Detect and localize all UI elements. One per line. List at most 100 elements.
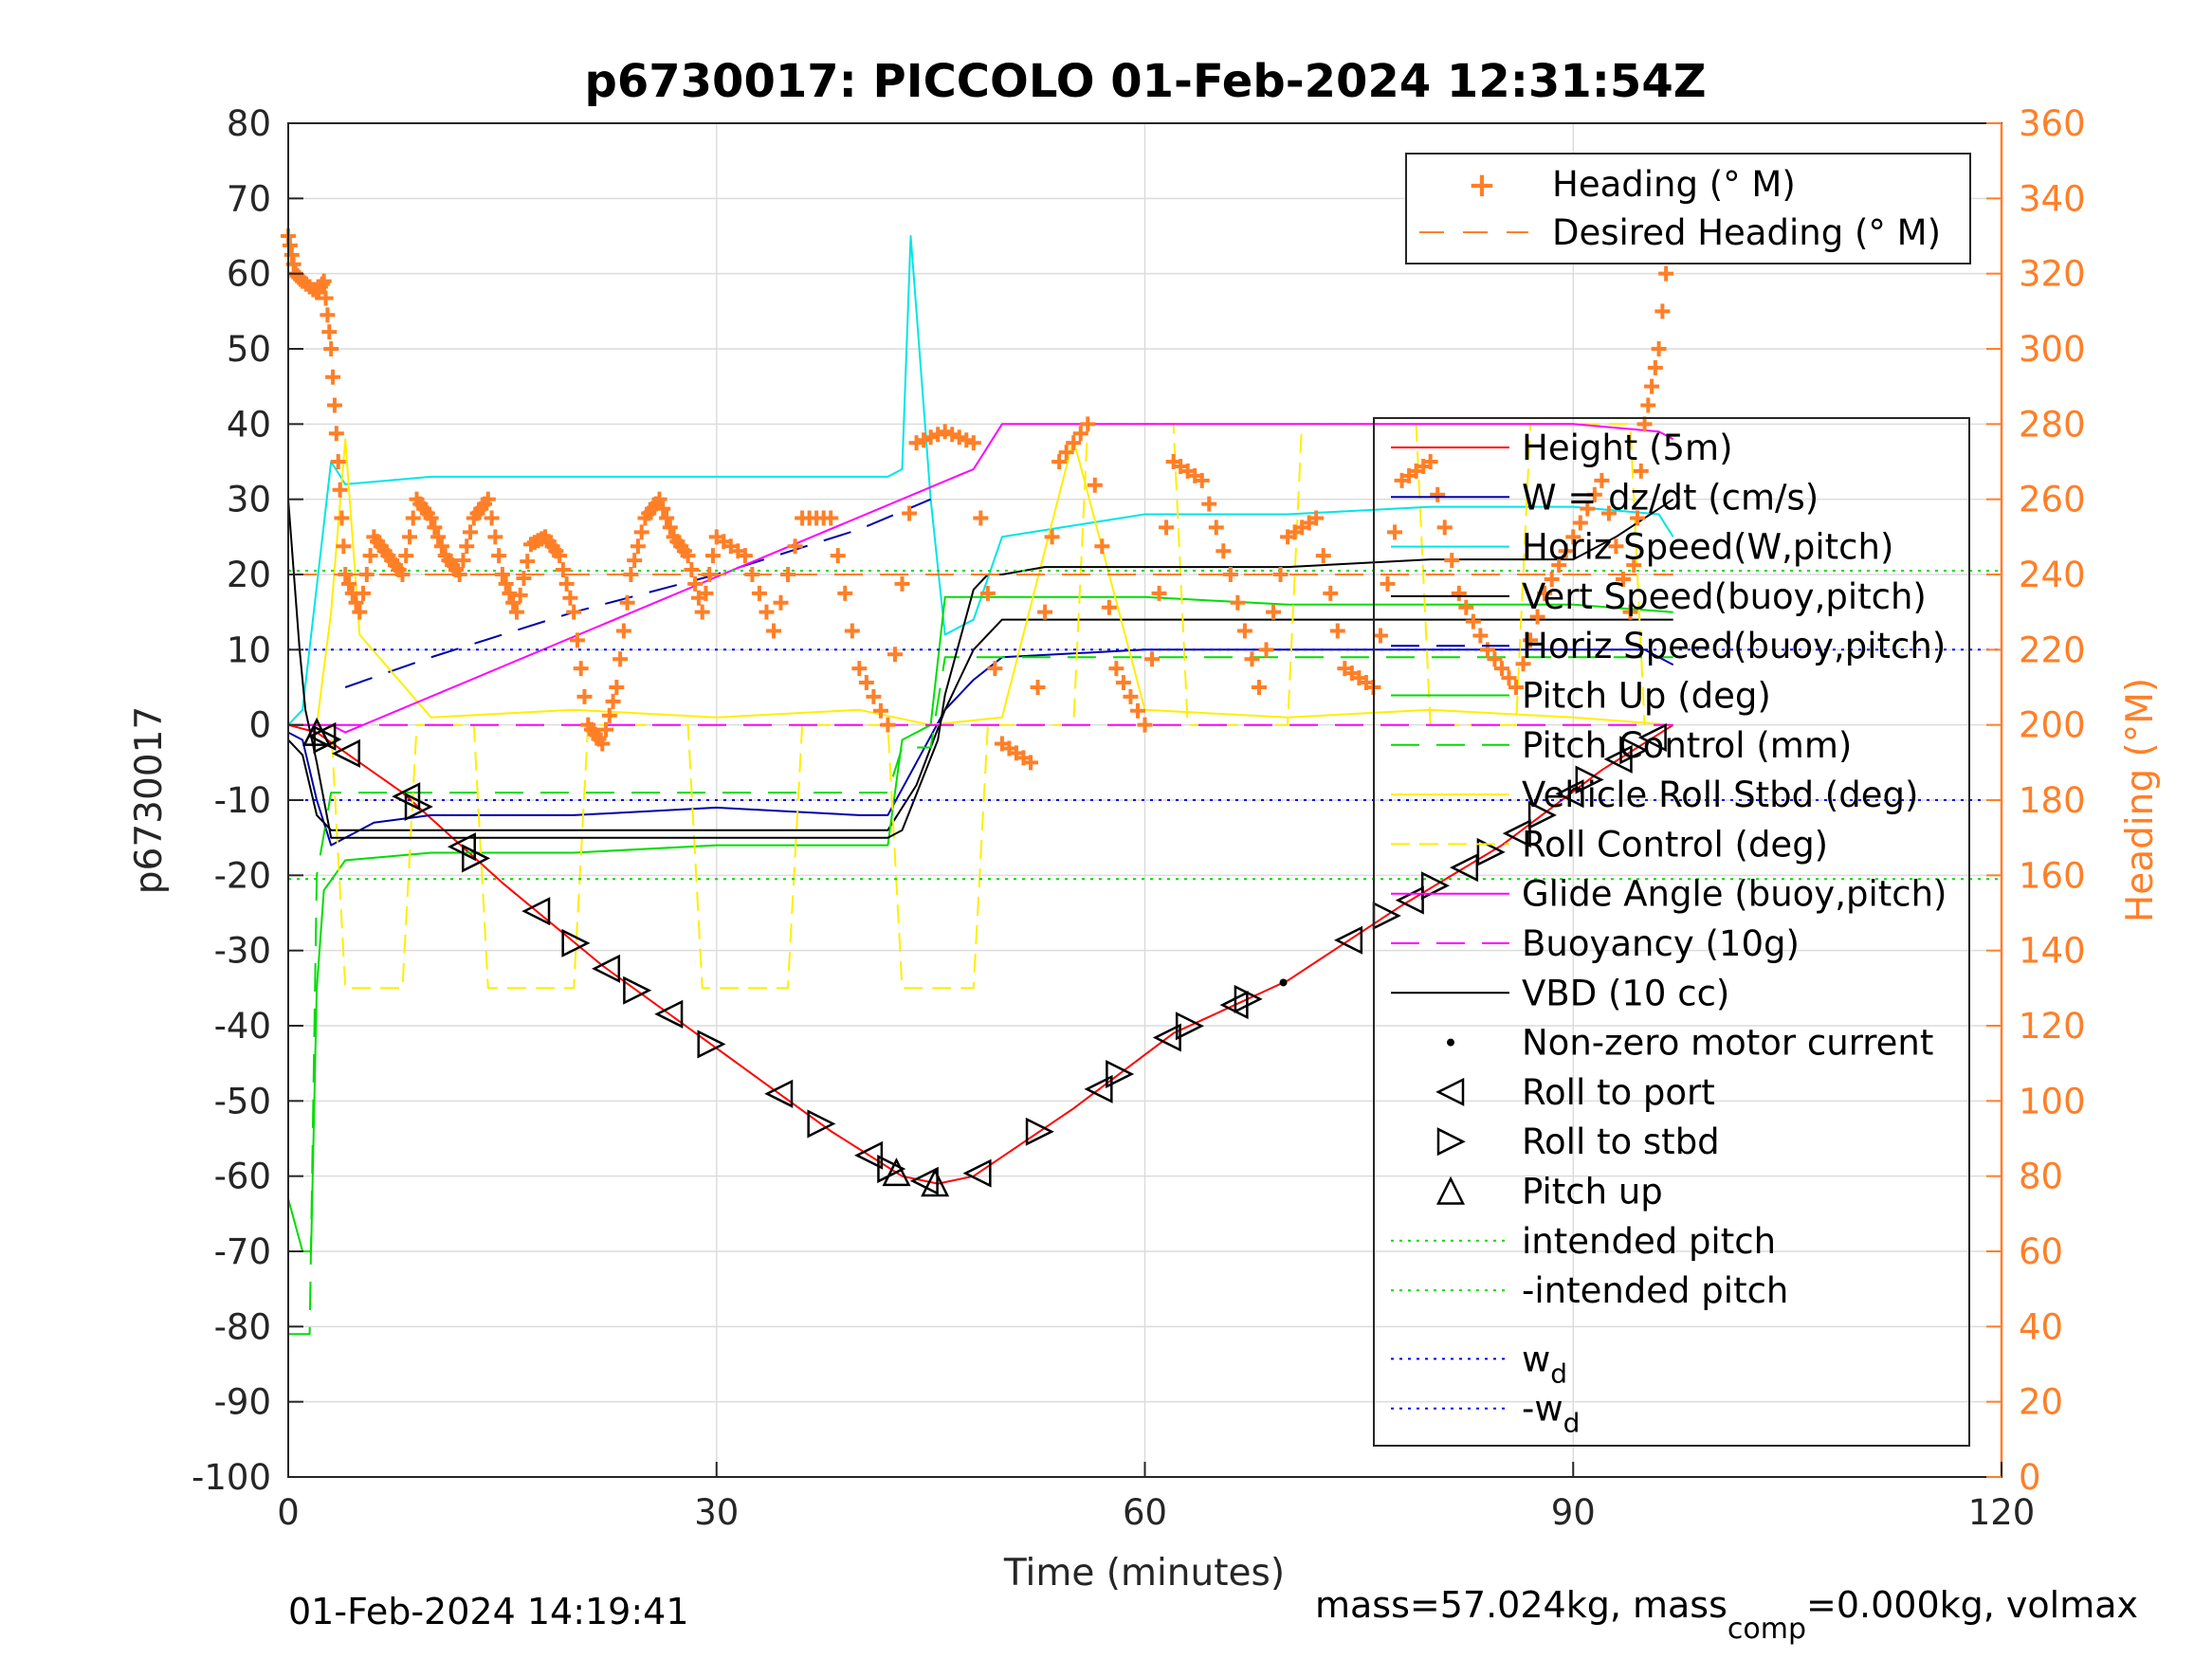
heading-point [633, 524, 649, 540]
heading-point [558, 575, 575, 592]
heading-point [512, 587, 528, 603]
right-tick-label: 0 [2019, 1457, 2041, 1498]
legend-label: Glide Angle (buoy,pitch) [1522, 874, 1947, 915]
roll-to-stbd-marker [1025, 1117, 1054, 1146]
heading-point [1572, 515, 1588, 531]
heading-point [1626, 557, 1642, 574]
heading-point [516, 570, 532, 586]
marker-layer [302, 717, 1667, 1197]
heading-point [480, 491, 496, 507]
legend-label: VBD (10 cc) [1522, 973, 1729, 1013]
legend-label: Roll to port [1522, 1072, 1715, 1113]
heading-point [609, 680, 625, 695]
heading-point [316, 273, 332, 289]
y-tick-label: -50 [214, 1081, 271, 1121]
right-tick-label: 20 [2019, 1382, 2063, 1423]
roll-to-port-marker [1084, 1074, 1113, 1103]
x-axis-label: Time (minutes) [1003, 1552, 1285, 1595]
heading-legend-marker: + [1468, 166, 1496, 205]
roll-to-port-marker [909, 1166, 939, 1195]
heading-point [659, 510, 675, 526]
roll-to-stbd-marker [1527, 800, 1557, 830]
roll-to-port-marker [521, 897, 551, 926]
heading-point [484, 510, 500, 526]
heading-point [837, 585, 853, 601]
right-tick-label: 360 [2019, 103, 2086, 144]
roll-to-port-marker [1603, 744, 1633, 774]
heading-point [951, 429, 967, 446]
right-tick-label: 200 [2019, 705, 2086, 746]
legend-label-base: w [1522, 1339, 1550, 1379]
heading-point [1594, 472, 1610, 488]
heading-point [765, 623, 781, 639]
heading-point [562, 590, 578, 606]
heading-point [965, 435, 981, 451]
heading-point [923, 429, 939, 446]
legend-label: Buoyancy (10g) [1522, 923, 1800, 964]
heading-point [773, 594, 789, 611]
y-tick-label: 40 [227, 404, 271, 445]
right-tick-label: 40 [2019, 1306, 2063, 1347]
heading-point [1251, 680, 1267, 695]
y-tick-label: -30 [214, 931, 271, 972]
heading-point [330, 454, 346, 469]
y-tick-label: -60 [214, 1157, 271, 1197]
y-tick-label: 60 [227, 254, 271, 295]
heading-point [455, 553, 471, 569]
heading-point [336, 538, 352, 555]
heading-point [1044, 529, 1060, 545]
heading-point [759, 604, 775, 620]
heading-point [352, 604, 368, 620]
heading-point [1380, 575, 1396, 592]
heading-point [1493, 661, 1509, 677]
legend-label: Pitch up [1522, 1172, 1663, 1212]
right-tick-label: 220 [2019, 629, 2086, 670]
heading-point [916, 432, 932, 448]
legend-label: Vert Speed(buoy,pitch) [1522, 576, 1927, 617]
footer-mass: mass=57.024kg, masscomp=0.000kg, volmax [1315, 1584, 2138, 1646]
heading-point [1137, 717, 1153, 733]
heading-point [1051, 454, 1068, 469]
heading-point [1258, 642, 1274, 658]
heading-point [491, 548, 507, 564]
heading-point [320, 307, 336, 323]
heading-legend: + Heading (° M) Desired Heading (° M) [1405, 153, 1971, 264]
heading-point [627, 553, 643, 569]
y-tick-label: 30 [227, 480, 271, 520]
heading-point [340, 575, 356, 592]
legend-label: intended pitch [1522, 1221, 1776, 1262]
x-tick-label: 30 [694, 1492, 739, 1533]
desired-heading-legend-label: Desired Heading (° M) [1552, 212, 1941, 253]
pitch-up-marker [882, 1158, 911, 1187]
heading-point [1023, 755, 1039, 771]
heading-point [823, 510, 839, 526]
x-tick-label: 90 [1551, 1492, 1596, 1533]
heading-point [594, 736, 611, 752]
legend-label: Horiz Speed(W,pitch) [1522, 527, 1893, 568]
footer-mass-text: mass=57.024kg, mass [1315, 1584, 1728, 1626]
legend-label: Height (5m) [1522, 428, 1733, 468]
heading-point [1123, 688, 1139, 704]
heading-point [1565, 529, 1581, 545]
heading-point [1151, 585, 1167, 601]
heading-point [1580, 501, 1596, 517]
right-tick-label: 160 [2019, 855, 2086, 896]
roll-to-stbd-marker [1575, 765, 1604, 794]
heading-point [326, 397, 342, 413]
right-tick-label: 180 [2019, 780, 2086, 821]
heading-point [662, 520, 678, 536]
heading-point [430, 529, 447, 545]
right-tick-label: 340 [2019, 178, 2086, 219]
heading-point [321, 324, 338, 340]
heading-point [944, 427, 960, 443]
roll-to-port-marker [764, 1079, 794, 1108]
pitch-up-marker [921, 1168, 950, 1197]
heading-point [651, 491, 667, 507]
heading-point [356, 585, 372, 601]
heading-point [1515, 656, 1531, 672]
legend-label: -wd [1522, 1389, 1580, 1439]
y-tick-label: 50 [227, 329, 271, 370]
heading-point [1058, 445, 1074, 461]
heading-point [1630, 510, 1646, 526]
legend-label: Roll Control (deg) [1522, 824, 1828, 865]
